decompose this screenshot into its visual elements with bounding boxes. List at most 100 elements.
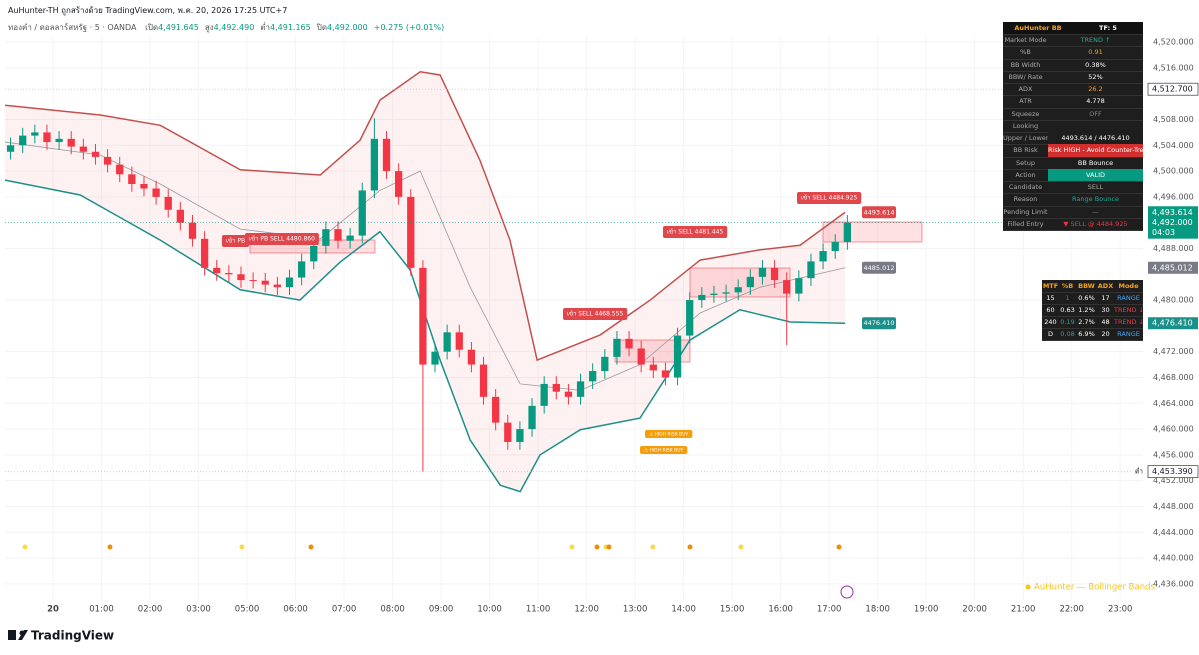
y-tick-label: 4,464.000 bbox=[1153, 399, 1194, 408]
ohlc-label: ต่ำ bbox=[260, 23, 271, 32]
x-tick-label: 21:00 bbox=[1011, 605, 1036, 615]
candle-body bbox=[589, 371, 597, 382]
price-badge-label: 4,512.700 bbox=[1152, 85, 1193, 94]
candle-body bbox=[746, 276, 754, 288]
ohlc-label: เปิด bbox=[145, 23, 159, 32]
mtf-cell: TREND ↓ bbox=[1114, 304, 1143, 317]
panel-label: ATR bbox=[1003, 95, 1048, 109]
dot bbox=[738, 544, 744, 550]
y-tick-label: 4,444.000 bbox=[1153, 528, 1194, 537]
annotation: เข้า SELL 4468.555 bbox=[567, 311, 623, 318]
price-badge bbox=[1147, 82, 1199, 96]
y-tick-label: 4,516.000 bbox=[1153, 63, 1194, 72]
mtf-cell: 30 bbox=[1097, 304, 1114, 317]
candle-body bbox=[200, 238, 209, 268]
y-tick-label: 4,436.000 bbox=[1153, 579, 1194, 588]
symbol: ทองคำ / ดอลลาร์สหรัฐ · 5 · OANDA bbox=[8, 23, 137, 32]
y-tick-label: 4,480.000 bbox=[1153, 296, 1194, 305]
panel-value: 4493.614 / 4476.410 bbox=[1048, 132, 1143, 146]
header-title: AuHunter-TH ถูกสร้างด้วย TradingView.com… bbox=[8, 6, 288, 15]
ohlc-label: ปิด bbox=[316, 23, 328, 32]
y-tick-label: 4,488.000 bbox=[1153, 244, 1194, 253]
candle-body bbox=[55, 138, 63, 143]
candle-body bbox=[176, 209, 184, 223]
candle-body bbox=[225, 272, 233, 275]
panel-value: 4.778 bbox=[1048, 95, 1143, 109]
x-tick-label: 05:00 bbox=[235, 605, 260, 615]
panel-value: BB Bounce bbox=[1048, 157, 1143, 170]
candle-body bbox=[346, 235, 354, 241]
x-tick-label: 11:00 bbox=[526, 605, 551, 615]
band-tag bbox=[862, 317, 896, 330]
candle-body bbox=[79, 146, 87, 152]
candle-body bbox=[395, 171, 403, 197]
event-icon[interactable] bbox=[840, 585, 854, 599]
legend-dot bbox=[1025, 584, 1031, 590]
annotation: ⚠ HIGH RISK BUY bbox=[644, 448, 684, 454]
candle-body bbox=[43, 132, 51, 143]
annotation-box bbox=[640, 446, 688, 454]
dot bbox=[594, 544, 600, 550]
candle-body bbox=[310, 245, 318, 262]
x-tick-label: 20:00 bbox=[962, 605, 987, 615]
candle-body bbox=[19, 135, 27, 146]
logo bbox=[18, 630, 28, 640]
mtf-header: Mode bbox=[1114, 280, 1143, 293]
x-tick-label: 12:00 bbox=[574, 605, 599, 615]
band-tag-label: 4485.012 bbox=[863, 264, 894, 272]
x-tick-label: 19:00 bbox=[914, 605, 939, 615]
panel-value: Range Bounce bbox=[1048, 193, 1143, 207]
candle-body bbox=[698, 294, 706, 301]
ohlc-value: 4,492.000 bbox=[327, 23, 368, 32]
candle-body bbox=[431, 351, 439, 365]
candle-body bbox=[358, 190, 366, 236]
y-tick-label: 4,496.000 bbox=[1153, 192, 1194, 201]
candle-body bbox=[455, 332, 463, 350]
mtf-cell: 60 bbox=[1042, 304, 1059, 317]
y-tick-label: 4,456.000 bbox=[1153, 450, 1194, 459]
candle-body bbox=[601, 356, 609, 372]
mtf-cell: 6.9% bbox=[1076, 328, 1097, 341]
x-tick-label: 10:00 bbox=[477, 605, 502, 615]
change: +0.275 (+0.01%) bbox=[373, 23, 445, 32]
candle-body bbox=[128, 174, 136, 184]
mtf-header: BBW bbox=[1076, 280, 1097, 293]
x-tick-label: 18:00 bbox=[865, 605, 890, 615]
ohlc-label: สูง bbox=[204, 23, 214, 32]
price-badge bbox=[1147, 465, 1199, 479]
price-badge-label: 4,476.410 bbox=[1152, 319, 1193, 328]
x-tick-label: 03:00 bbox=[186, 605, 211, 615]
panel-value: 0.91 bbox=[1048, 46, 1143, 60]
panel-label: Reason bbox=[1003, 193, 1048, 207]
band-tag bbox=[862, 261, 896, 274]
mtf-cell: 1 bbox=[1059, 292, 1076, 305]
annotation-box bbox=[663, 226, 728, 238]
price-badge-label: 4,485.012 bbox=[1152, 263, 1193, 272]
candle-body bbox=[164, 196, 172, 210]
indicator-legend: AuHunter — Bollinger Bands bbox=[1034, 583, 1155, 593]
candle-body bbox=[334, 229, 342, 241]
candle-body bbox=[564, 391, 573, 397]
price-badge bbox=[1148, 206, 1198, 219]
candle-body bbox=[649, 364, 657, 371]
panel-value: VALID bbox=[1048, 168, 1143, 183]
header-ohlc: ทองคำ / ดอลลาร์สหรัฐ · 5 · OANDA เปิด 4,4… bbox=[8, 21, 444, 34]
x-tick-label: 06:00 bbox=[283, 605, 308, 615]
candle-body bbox=[516, 429, 524, 442]
x-tick-label: 22:00 bbox=[1059, 605, 1084, 615]
band-tag-label: 4493.614 bbox=[863, 208, 894, 216]
x-tick-label: 02:00 bbox=[138, 605, 163, 615]
panel-label: Candidate bbox=[1003, 181, 1048, 195]
panel-label: Squeeze bbox=[1003, 108, 1048, 121]
mtf-header: MTF bbox=[1042, 280, 1059, 293]
price-badge bbox=[1148, 317, 1198, 330]
mtf-header: %B bbox=[1059, 280, 1076, 293]
y-tick-label: 4,460.000 bbox=[1153, 425, 1194, 434]
panel-value: ▼ SELL @ 4484.925 bbox=[1048, 218, 1143, 231]
candle-body bbox=[6, 145, 15, 152]
panel-label: ADX bbox=[1003, 83, 1048, 97]
mtf-cell: RANGE bbox=[1114, 328, 1143, 341]
annotation-box bbox=[245, 233, 319, 245]
candle-body bbox=[613, 338, 621, 357]
mtf-cell: 0.19 bbox=[1059, 316, 1076, 329]
